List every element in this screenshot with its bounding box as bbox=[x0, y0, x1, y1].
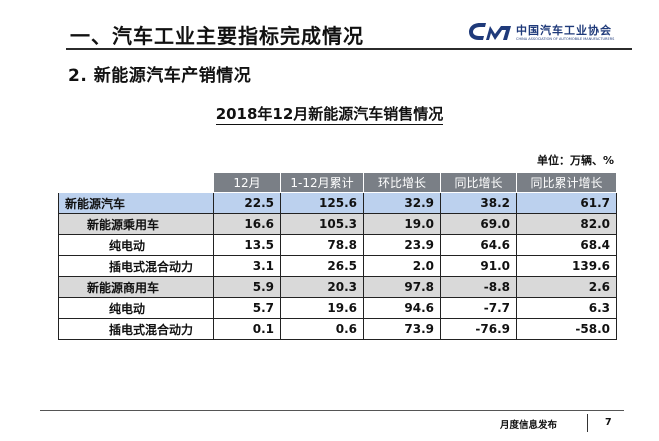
logo-text: 中国汽车工业协会 bbox=[516, 24, 612, 37]
caam-logo-icon bbox=[469, 23, 511, 40]
cell-value: 105.3 bbox=[280, 213, 364, 235]
cell-value: 64.6 bbox=[440, 234, 517, 256]
cell-value: 38.2 bbox=[440, 192, 517, 214]
footer-label: 月度信息发布 bbox=[500, 420, 558, 431]
cell-value: 139.6 bbox=[516, 255, 617, 277]
cell-value: 5.7 bbox=[213, 297, 281, 319]
cell-value: 20.3 bbox=[280, 276, 364, 298]
header-yoy: 同比增长 bbox=[440, 172, 517, 193]
table-row: 纯电动 13.5 78.8 23.9 64.6 68.4 bbox=[58, 234, 617, 256]
cell-value: 94.6 bbox=[363, 297, 441, 319]
cell-value: 13.5 bbox=[213, 234, 281, 256]
cell-value: 125.6 bbox=[280, 192, 364, 214]
cell-value: 6.3 bbox=[516, 297, 617, 319]
cell-value: -58.0 bbox=[516, 318, 617, 340]
row-name: 纯电动 bbox=[58, 297, 214, 319]
cell-value: 19.0 bbox=[363, 213, 441, 235]
row-name: 纯电动 bbox=[58, 234, 214, 256]
table-row: 插电式混合动力 0.1 0.6 73.9 -76.9 -58.0 bbox=[58, 318, 617, 340]
footer-rule bbox=[40, 410, 624, 411]
header-cumulative: 1-12月累计 bbox=[280, 172, 364, 193]
cell-value: 91.0 bbox=[440, 255, 517, 277]
cell-value: -76.9 bbox=[440, 318, 517, 340]
row-name: 新能源乘用车 bbox=[58, 213, 214, 235]
cell-value: 78.8 bbox=[280, 234, 364, 256]
subtitle: 2. 新能源汽车产销情况 bbox=[68, 66, 252, 86]
header-month: 12月 bbox=[213, 172, 281, 193]
cell-value: 19.6 bbox=[280, 297, 364, 319]
page-number: 7 bbox=[605, 417, 612, 428]
cell-value: 0.1 bbox=[213, 318, 281, 340]
header-mom: 环比增长 bbox=[363, 172, 441, 193]
cell-value: 69.0 bbox=[440, 213, 517, 235]
header-blank bbox=[58, 172, 214, 193]
cell-value: 32.9 bbox=[363, 192, 441, 214]
cell-value: 2.6 bbox=[516, 276, 617, 298]
cell-value: 23.9 bbox=[363, 234, 441, 256]
row-name: 插电式混合动力 bbox=[58, 318, 214, 340]
cell-value: 22.5 bbox=[213, 192, 281, 214]
table-header-row: 12月 1-12月累计 环比增长 同比增长 同比累计增长 bbox=[58, 172, 617, 193]
logo-subtext: CHINA ASSOCIATION OF AUTOMOBILE MANUFACT… bbox=[516, 37, 615, 41]
row-name: 新能源商用车 bbox=[58, 276, 214, 298]
title-rule bbox=[66, 48, 632, 50]
cell-value: 97.8 bbox=[363, 276, 441, 298]
footer-divider bbox=[587, 414, 588, 432]
unit-note: 单位：万辆、% bbox=[536, 154, 614, 167]
cell-value: 68.4 bbox=[516, 234, 617, 256]
table-row: 纯电动 5.7 19.6 94.6 -7.7 6.3 bbox=[58, 297, 617, 319]
cell-value: 73.9 bbox=[363, 318, 441, 340]
row-name: 插电式混合动力 bbox=[58, 255, 214, 277]
table-title: 2018年12月新能源汽车销售情况 bbox=[0, 103, 659, 125]
cell-value: 61.7 bbox=[516, 192, 617, 214]
cell-value: 3.1 bbox=[213, 255, 281, 277]
table-row: 新能源乘用车 16.6 105.3 19.0 69.0 82.0 bbox=[58, 213, 617, 235]
cell-value: 16.6 bbox=[213, 213, 281, 235]
table-row: 新能源汽车 22.5 125.6 32.9 38.2 61.7 bbox=[58, 192, 617, 214]
table-row: 插电式混合动力 3.1 26.5 2.0 91.0 139.6 bbox=[58, 255, 617, 277]
table-title-text: 2018年12月新能源汽车销售情况 bbox=[215, 105, 444, 125]
row-name: 新能源汽车 bbox=[58, 192, 214, 214]
cell-value: 5.9 bbox=[213, 276, 281, 298]
header-yoy-cumulative: 同比累计增长 bbox=[516, 172, 617, 193]
cell-value: 2.0 bbox=[363, 255, 441, 277]
cell-value: 82.0 bbox=[516, 213, 617, 235]
caam-logo: 中国汽车工业协会 CHINA ASSOCIATION OF AUTOMOBILE… bbox=[468, 20, 628, 44]
cell-value: 0.6 bbox=[280, 318, 364, 340]
table-row: 新能源商用车 5.9 20.3 97.8 -8.8 2.6 bbox=[58, 276, 617, 298]
cell-value: -7.7 bbox=[440, 297, 517, 319]
cell-value: -8.8 bbox=[440, 276, 517, 298]
section-title: 一、汽车工业主要指标完成情况 bbox=[70, 24, 364, 48]
sales-table: 12月 1-12月累计 环比增长 同比增长 同比累计增长 新能源汽车 22.5 … bbox=[58, 172, 617, 340]
cell-value: 26.5 bbox=[280, 255, 364, 277]
